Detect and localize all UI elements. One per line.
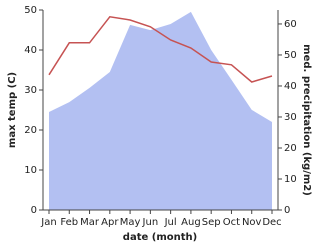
y2-axis-title: med. precipitation (kg/m2) xyxy=(301,44,312,196)
x-tick-label: Apr xyxy=(101,217,119,228)
y2-tick-label: 50 xyxy=(284,50,297,61)
x-tick-label: Sep xyxy=(202,217,221,228)
x-tick-label: Mar xyxy=(80,217,100,228)
x-tick-label: Feb xyxy=(60,217,78,228)
y-tick-label: 0 xyxy=(31,205,37,216)
x-tick-label: Nov xyxy=(242,217,262,228)
x-tick-label: Jul xyxy=(164,217,177,228)
x-tick-label: Aug xyxy=(181,217,201,228)
x-axis-title: date (month) xyxy=(123,232,197,243)
y-tick-label: 40 xyxy=(24,45,37,56)
y2-tick-label: 10 xyxy=(284,174,297,185)
temperature-line xyxy=(48,15,273,83)
y2-tick-label: 20 xyxy=(284,143,297,154)
y2-tick-label: 30 xyxy=(284,112,297,123)
precipitation-area xyxy=(49,11,272,211)
y-tick-label: 30 xyxy=(24,85,37,96)
x-tick-label: May xyxy=(120,217,141,228)
x-tick-label: Oct xyxy=(223,217,240,228)
y2-tick-label: 60 xyxy=(284,19,297,30)
x-tick-label: Jan xyxy=(40,217,56,228)
y-axis-title: max temp (C) xyxy=(7,72,18,148)
x-tick-label: Jun xyxy=(142,217,159,228)
y-tick-label: 10 xyxy=(24,165,37,176)
y-tick-label: 20 xyxy=(24,125,37,136)
y2-tick-label: 0 xyxy=(284,205,290,216)
x-tick-label: Dec xyxy=(262,217,281,228)
y-tick-label: 50 xyxy=(24,5,37,16)
y2-tick-label: 40 xyxy=(284,81,297,92)
